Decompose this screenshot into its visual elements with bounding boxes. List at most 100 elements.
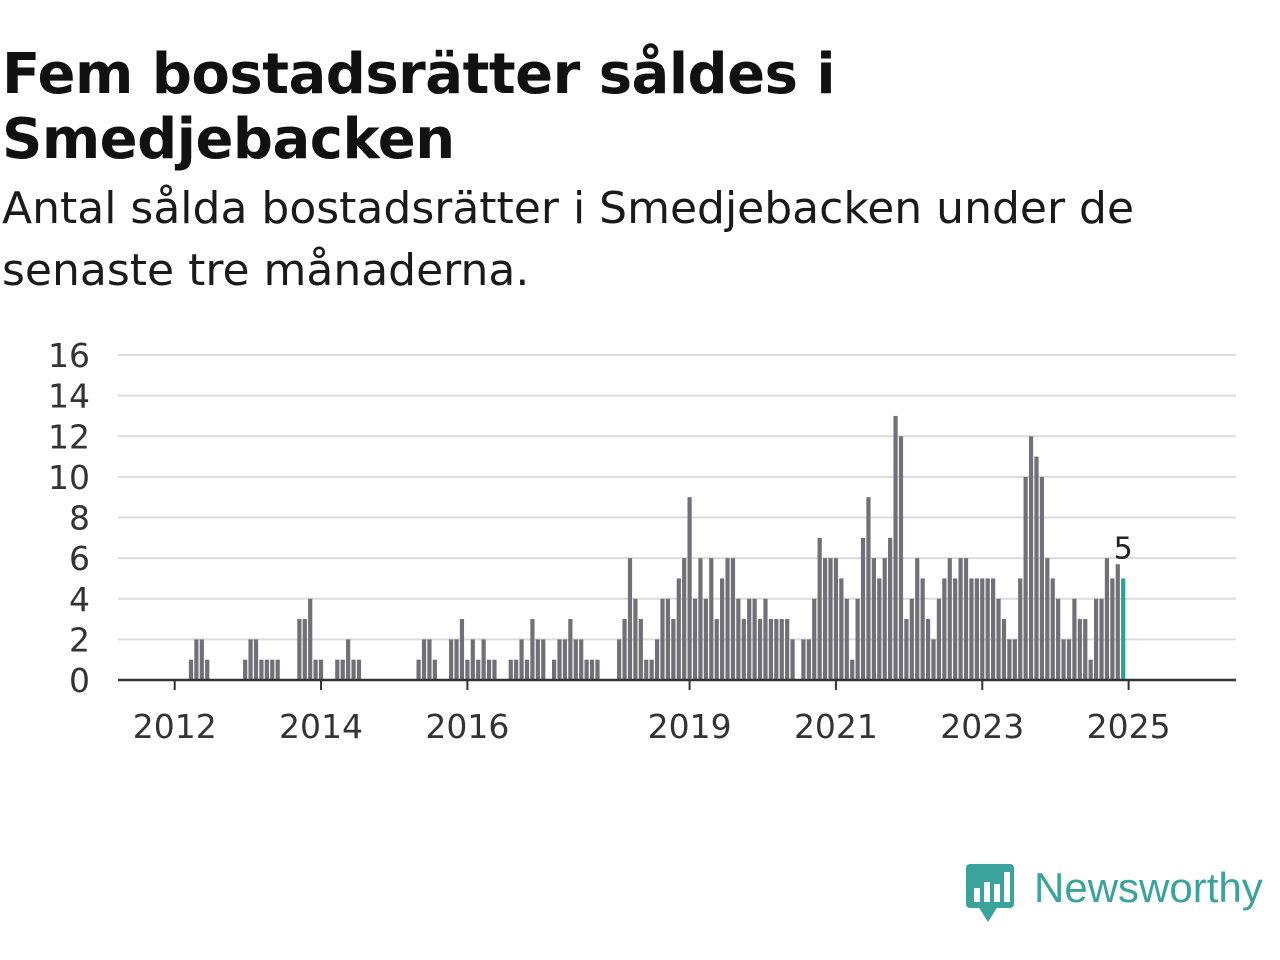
bar <box>980 578 985 680</box>
bar <box>351 659 356 680</box>
bar <box>817 537 822 680</box>
bar <box>1039 476 1044 681</box>
bar <box>1023 476 1028 681</box>
bar <box>860 537 866 680</box>
bar <box>909 598 914 680</box>
bar <box>1110 578 1115 680</box>
bar <box>481 639 486 681</box>
bar <box>1099 598 1104 680</box>
bar <box>465 659 470 680</box>
bar <box>839 578 844 680</box>
bar <box>785 619 790 680</box>
y-tick-label: 14 <box>48 377 90 416</box>
bar <box>676 578 681 680</box>
bar <box>335 659 340 680</box>
newsworthy-logo: Newsworthy <box>964 862 1276 932</box>
bar <box>763 598 768 680</box>
chart-title: Fem bostadsrätter såldes i Smedjebacken <box>2 42 836 172</box>
bar <box>915 558 920 681</box>
bar <box>790 639 795 681</box>
bar <box>654 639 660 681</box>
x-tick-label: 2025 <box>1087 707 1171 746</box>
x-tick-label: 2012 <box>133 707 217 746</box>
bar <box>459 619 465 680</box>
bar <box>730 558 736 681</box>
bar <box>579 639 584 681</box>
x-tick-label: 2016 <box>425 707 509 746</box>
bar <box>476 659 481 680</box>
bar <box>720 578 725 680</box>
bar <box>812 598 817 680</box>
bar <box>958 558 963 681</box>
bar <box>963 558 969 681</box>
bar <box>991 578 996 680</box>
bar <box>1018 578 1023 680</box>
bar <box>649 659 654 680</box>
bar <box>302 619 307 680</box>
bar <box>844 598 849 680</box>
bar <box>947 558 952 681</box>
bar <box>1104 558 1110 681</box>
bar <box>622 619 627 680</box>
bar <box>318 659 324 680</box>
bar <box>595 659 600 680</box>
bar <box>297 619 302 680</box>
bar <box>871 558 876 681</box>
bar <box>806 639 811 681</box>
bar <box>893 415 898 680</box>
bar <box>248 639 253 681</box>
bar <box>432 659 437 680</box>
bar <box>562 639 568 681</box>
bar <box>416 659 421 680</box>
bar <box>535 639 540 681</box>
bar <box>752 598 757 680</box>
bar <box>1094 598 1099 680</box>
y-tick-label: 12 <box>48 417 90 456</box>
bar <box>1083 619 1088 680</box>
bar <box>313 659 318 680</box>
x-axis: 2012 2014 2016 2019 2021 2023 2025 <box>118 678 1236 746</box>
brand-name: Newsworthy <box>1034 864 1263 911</box>
bar <box>1045 558 1050 681</box>
bar <box>882 558 887 681</box>
bar <box>828 558 833 681</box>
bar <box>1007 639 1012 681</box>
bars <box>188 415 1126 681</box>
bar <box>524 659 530 680</box>
bar <box>969 578 974 680</box>
bar <box>741 619 746 680</box>
bar <box>454 639 459 681</box>
bar <box>308 598 313 680</box>
bar <box>936 598 942 680</box>
bar <box>1066 639 1072 681</box>
bar <box>682 558 687 681</box>
bar <box>725 558 730 681</box>
bar <box>340 659 345 680</box>
bar <box>925 619 931 680</box>
bar <box>779 619 784 680</box>
bar <box>703 598 708 680</box>
bar <box>259 659 264 680</box>
bar <box>1028 436 1034 680</box>
bar <box>470 639 475 681</box>
bar <box>687 497 692 680</box>
bar <box>665 598 671 680</box>
bar <box>644 659 649 680</box>
bar <box>584 659 589 680</box>
bar <box>904 619 909 680</box>
bar <box>801 639 806 681</box>
bar-highlight <box>1121 578 1126 680</box>
bar <box>1115 564 1120 680</box>
chart-subtitle: Antal sålda bostadsrätter i Smedjebacken… <box>2 183 1135 296</box>
bar <box>1077 619 1082 680</box>
bar <box>866 497 871 680</box>
bar <box>514 659 519 680</box>
bar <box>264 659 269 680</box>
bar <box>1001 619 1007 680</box>
x-tick-label: 2023 <box>940 707 1024 746</box>
bar <box>974 578 979 680</box>
bar <box>1050 578 1055 680</box>
y-tick-label: 10 <box>48 458 90 497</box>
